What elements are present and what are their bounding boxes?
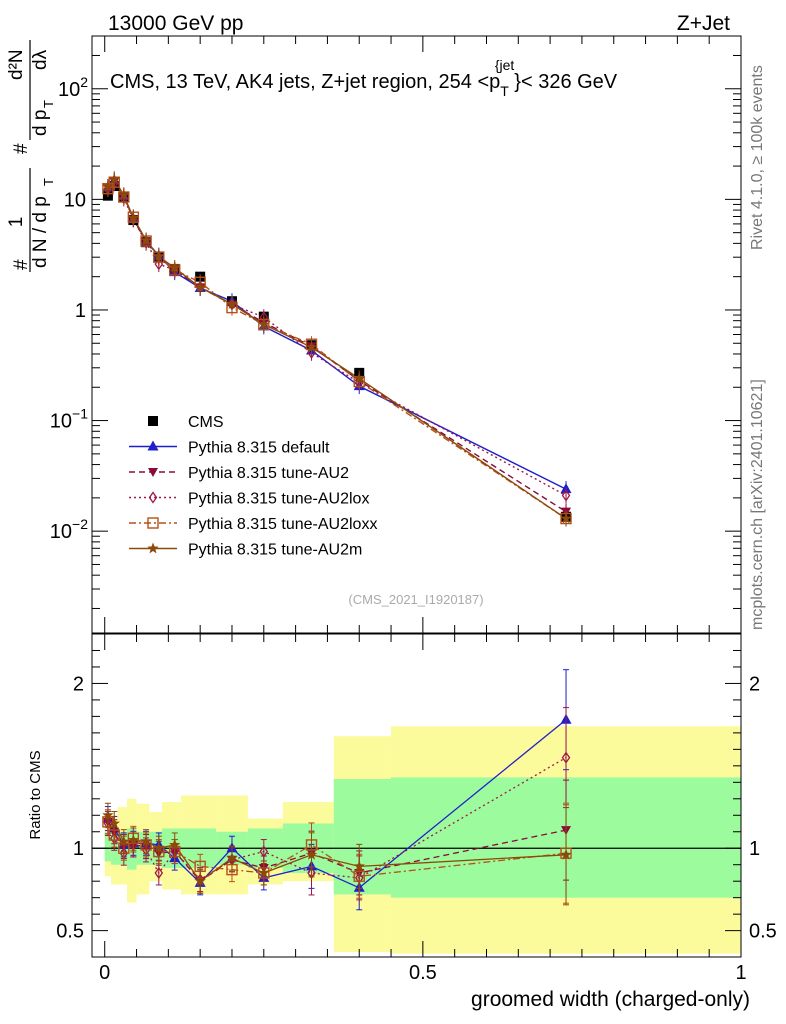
ratio-point-AU2m xyxy=(118,835,130,847)
ylabel-hash-2: # xyxy=(11,143,32,154)
legend-label-CMS: CMS xyxy=(188,414,224,431)
legend-marker-CMS xyxy=(148,416,158,426)
x-axis-label: groomed width (charged-only) xyxy=(471,988,750,1011)
legend-label-default: Pythia 8.315 default xyxy=(188,440,330,457)
legend-marker-AU2m xyxy=(147,542,159,554)
mcplots-label: mcplots.cern.ch [arXiv:2401.10621] xyxy=(749,379,766,630)
legend-marker-default xyxy=(147,440,159,451)
ratio-point-AU2m xyxy=(560,848,572,860)
ratio-point-AU2m xyxy=(226,852,238,863)
ratio-point-AU2lox xyxy=(561,751,571,764)
ylabel-frac1-num: 1 xyxy=(6,217,27,228)
ratio-point-AU2m xyxy=(102,809,114,821)
main-series-markers xyxy=(102,171,572,527)
ylabel-sub-1: T xyxy=(41,178,56,186)
watermark-label: (CMS_2021_I1920187) xyxy=(348,592,483,607)
chart-title: CMS, 13 TeV, AK4 jets, Z+jet region, 254… xyxy=(110,57,618,99)
legend-marker-AU2 xyxy=(148,468,158,477)
point-AU2m xyxy=(102,180,114,192)
ratio-point-AU2m xyxy=(169,838,181,850)
point-AU2lox xyxy=(561,489,571,502)
point-AU2m xyxy=(169,261,181,273)
legend-label-AU2lox: Pythia 8.315 tune-AU2lox xyxy=(188,491,369,508)
rivet-label: Rivet 4.1.0, ≥ 100k events xyxy=(749,65,766,250)
ratio-x-tick-label: 0 xyxy=(99,962,110,984)
ratio-y-tick-label: 2 xyxy=(73,673,84,695)
point-AU2m xyxy=(108,173,120,185)
ratio-frame xyxy=(91,633,742,958)
ylabel-frac2-den: d p xyxy=(30,110,51,136)
ratio-x-tick-label: 1 xyxy=(735,962,746,984)
ratio-y-label: Ratio to CMS xyxy=(27,750,44,839)
point-AU2m xyxy=(140,234,152,246)
legend-marker-AU2lox xyxy=(148,491,158,504)
point-AU2m xyxy=(153,250,165,262)
point-AU2m xyxy=(194,281,206,293)
series-line-AU2lox xyxy=(107,182,567,497)
main-y-tick-label: 1 xyxy=(75,300,86,322)
point-AU2m xyxy=(226,298,238,309)
ylabel-dlambda: dλ xyxy=(30,49,51,70)
ratio-bands xyxy=(104,726,741,954)
point-AU2m xyxy=(353,372,365,384)
series-line-default xyxy=(107,179,567,490)
uncertainty-band-inner xyxy=(333,779,392,895)
ylabel-hash-1: # xyxy=(11,259,32,270)
uncertainty-band-inner xyxy=(126,828,137,870)
series-line-AU2 xyxy=(107,180,567,513)
energy-label: 13000 GeV pp xyxy=(108,12,243,35)
main-y-tick-label: 10−1 xyxy=(50,406,88,433)
ratio-point-AU2m xyxy=(353,860,365,872)
ratio-point-AU2m xyxy=(194,875,206,886)
main-y-tick-label: 102 xyxy=(58,74,88,101)
ratio-point-AU2lox xyxy=(259,845,269,858)
ratio-point-AU2m xyxy=(305,848,318,860)
point-AU2m xyxy=(305,341,318,353)
main-y-tick-label: 10−2 xyxy=(50,516,88,543)
ratio-y-tick-label-right: 0.5 xyxy=(749,921,777,943)
legend-marker-AU2loxx xyxy=(147,517,159,529)
main-y-label: # 1 d N / d p T # d²N d p T dλ xyxy=(6,40,56,272)
ratio-x-tick-label: 0.5 xyxy=(409,962,437,984)
point-AU2m xyxy=(118,189,130,201)
ratio-point-AU2m xyxy=(108,817,120,829)
uncertainty-band-inner xyxy=(104,831,112,862)
ratio-point-AU2m xyxy=(140,835,152,847)
legend-label-AU2m: Pythia 8.315 tune-AU2m xyxy=(188,542,362,559)
main-y-tick-label: 10 xyxy=(64,189,86,211)
process-label: Z+Jet xyxy=(677,12,730,35)
legend-label-AU2: Pythia 8.315 tune-AU2 xyxy=(188,465,349,482)
ylabel-frac2-num: d²N xyxy=(6,49,27,80)
ratio-point-AU2lox xyxy=(307,866,316,880)
ratio-y-tick-label: 1 xyxy=(73,838,84,860)
ratio-point-AU2m xyxy=(258,867,270,878)
ratio-point-AU2m xyxy=(153,842,165,854)
ratio-y-tick-label-right: 2 xyxy=(749,673,760,695)
main-axis: 10−2 10−1 1 10 102 xyxy=(50,35,742,634)
point-AU2m xyxy=(258,318,270,330)
point-AU2m xyxy=(560,512,572,524)
ratio-y-tick-label: 0.5 xyxy=(56,921,84,943)
ratio-series-markers xyxy=(102,669,572,911)
ratio-axis: 0.5 0.51 12 20 0.5 1 xyxy=(56,633,777,984)
legend-label-AU2loxx: Pythia 8.315 tune-AU2loxx xyxy=(188,516,377,533)
ylabel-sub-2: T xyxy=(41,100,56,108)
ratio-y-tick-label-right: 1 xyxy=(749,838,760,860)
ylabel-frac1-den: d N / d p xyxy=(30,196,51,268)
ratio-point-AU2m xyxy=(127,834,140,845)
legend: CMS Pythia 8.315 default Pythia 8.315 tune… xyxy=(129,414,377,559)
ratio-point-AU2lox xyxy=(154,866,164,880)
point-AU2m xyxy=(127,211,140,223)
